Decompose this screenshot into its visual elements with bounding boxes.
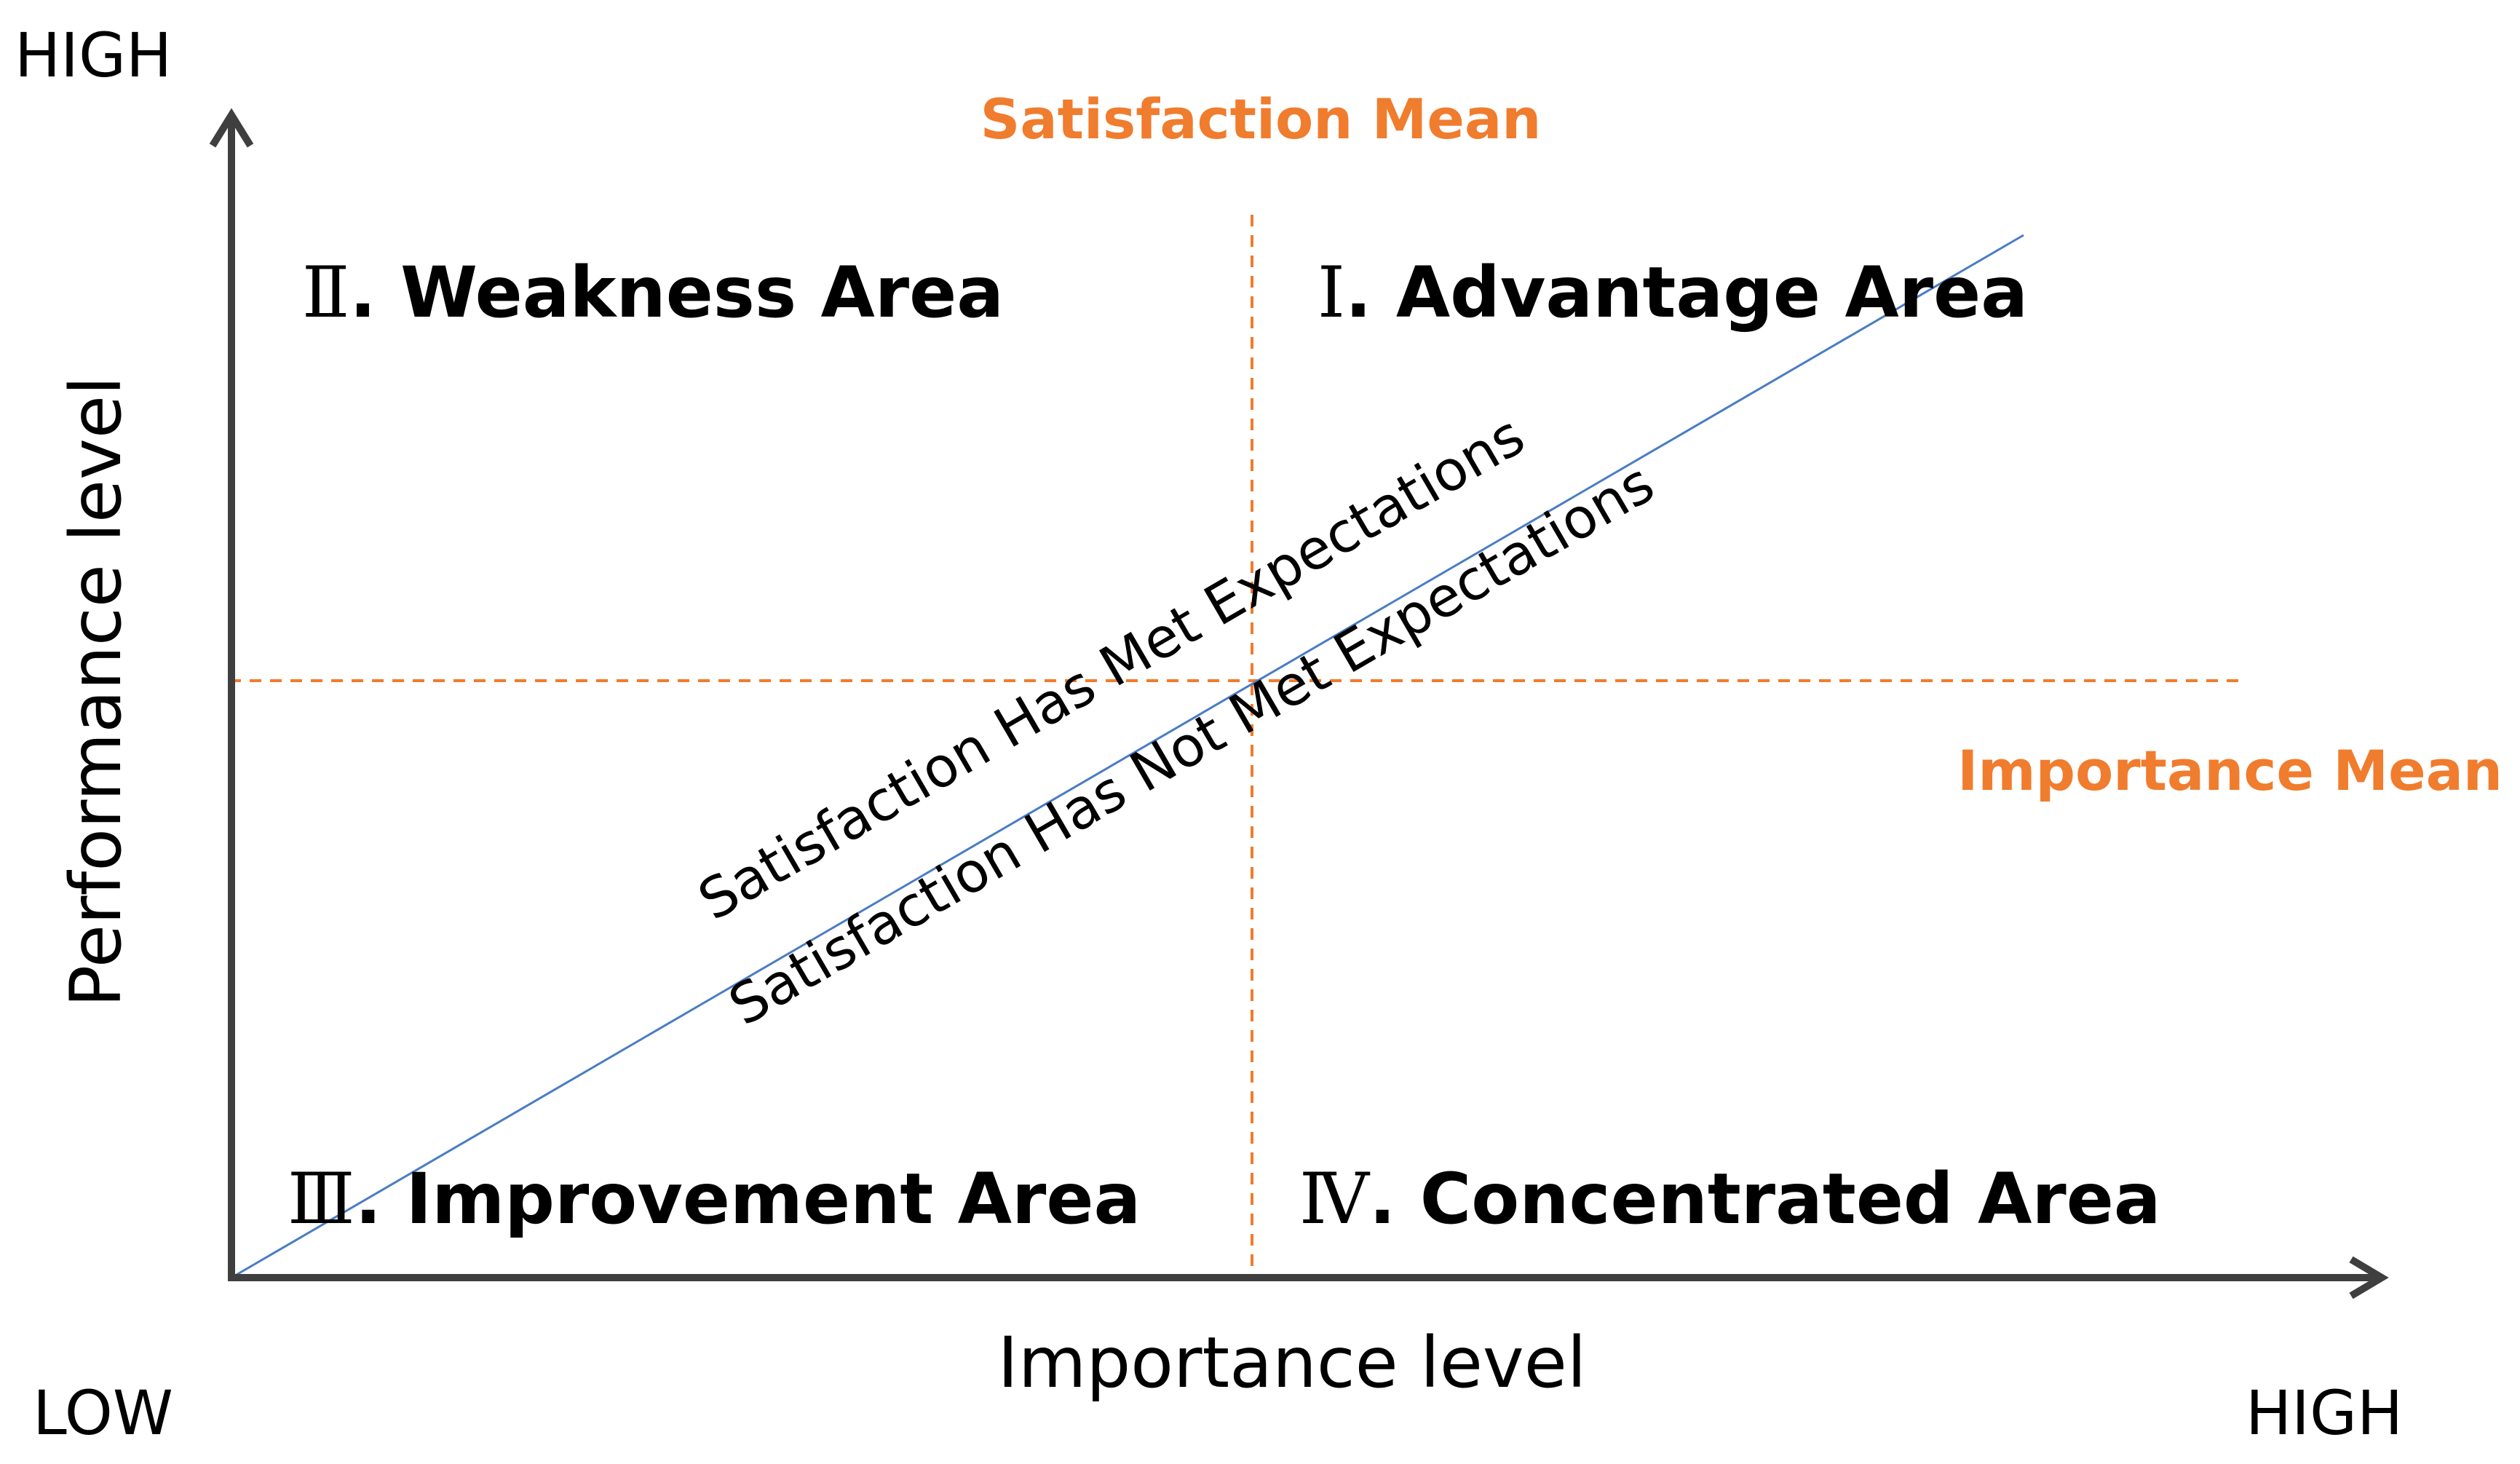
quadrant-4-label: Ⅳ. Concentrated Area (1299, 1158, 2161, 1240)
quadrant-1-numeral: Ⅰ (1318, 252, 1345, 333)
quadrant-4-name: . Concentrated Area (1369, 1158, 2161, 1240)
quadrant-3-numeral: Ⅲ (288, 1158, 355, 1240)
satisfaction-mean-label: Satisfaction Mean (980, 87, 1542, 151)
x-axis-arrow (2349, 1256, 2389, 1299)
quadrant-3-name: . Improvement Area (355, 1158, 1141, 1240)
y-axis-title: Performance level (55, 376, 137, 1007)
not-met-expectations-label: Satisfaction Has Not Met Expectations (718, 450, 1665, 1038)
x-high-label: HIGH (2246, 1377, 2403, 1449)
quadrant-4-numeral: Ⅳ (1299, 1158, 1371, 1240)
quadrant-1-name: . Advantage Area (1345, 252, 2028, 333)
quadrant-2-label: Ⅱ. Weakness Area (302, 252, 1004, 333)
y-high-label: HIGH (15, 20, 172, 91)
expectation-diagonal-line (231, 234, 2024, 1279)
y-axis-arrow (209, 108, 254, 148)
x-low-label: LOW (33, 1377, 173, 1449)
x-axis-title: Importance level (998, 1322, 1587, 1404)
importance-mean-label: Importance Mean (1957, 738, 2503, 803)
quadrant-2-numeral: Ⅱ (302, 252, 349, 333)
quadrant-1-label: Ⅰ. Advantage Area (1318, 252, 2028, 333)
quadrant-2-name: . Weakness Area (349, 252, 1004, 333)
met-expectations-label: Satisfaction Has Met Expectations (688, 403, 1535, 933)
quadrant-3-label: Ⅲ. Improvement Area (288, 1158, 1141, 1240)
